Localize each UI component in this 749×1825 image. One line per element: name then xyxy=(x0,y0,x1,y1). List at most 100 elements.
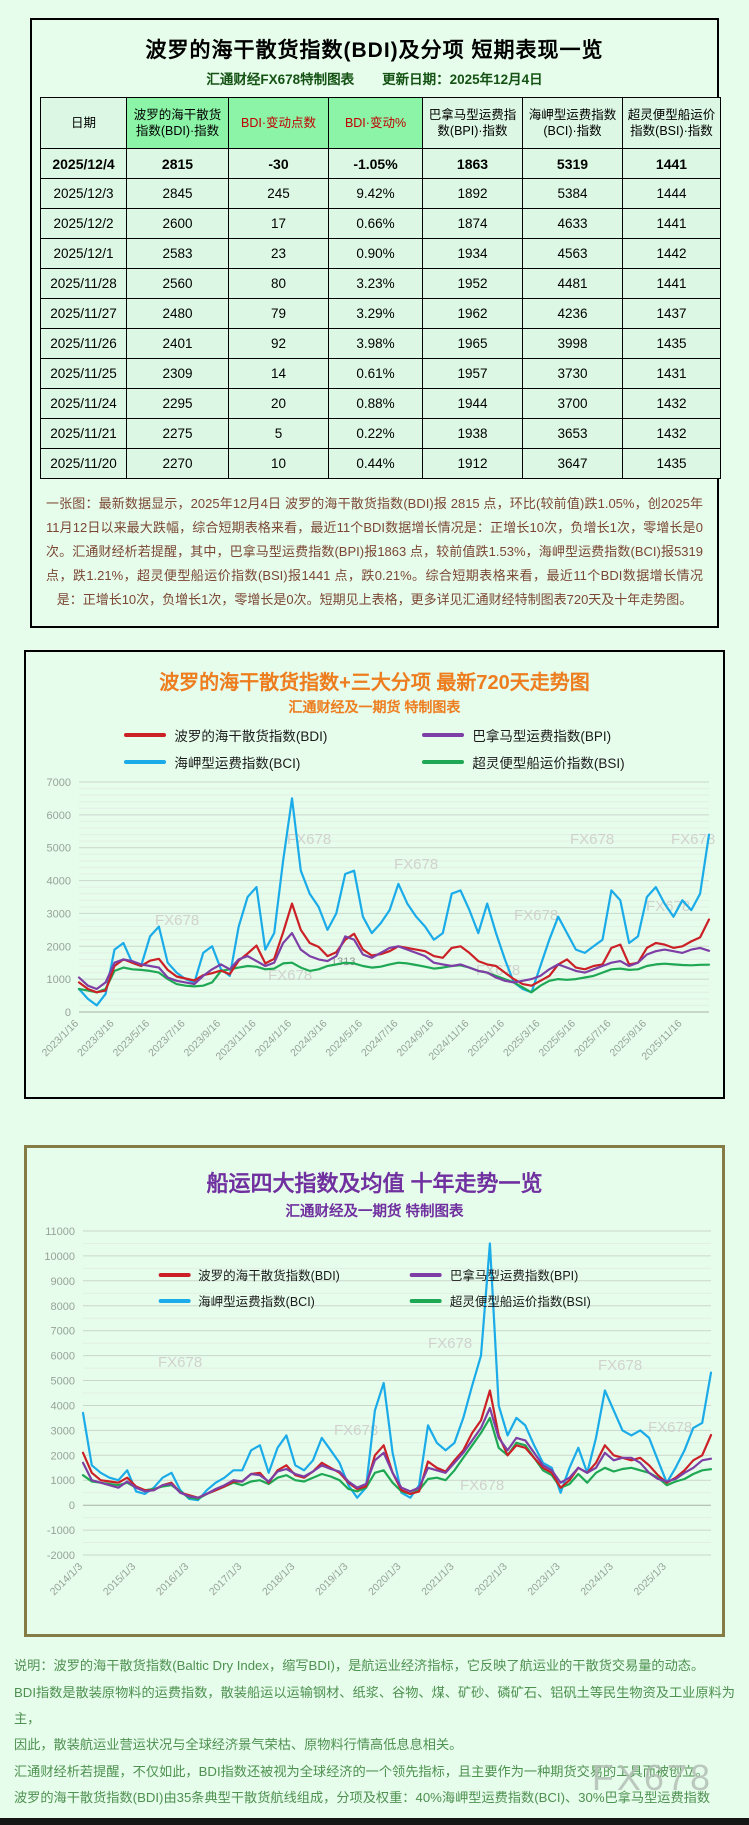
table-cell: 1431 xyxy=(622,358,721,389)
table-row: 2025/11/28 2560 80 3.23% 1952 4481 1441 xyxy=(40,268,721,299)
legend-swatch-bsi xyxy=(409,1298,442,1303)
y-axis-label: 6000 xyxy=(51,1351,75,1363)
table-row: 2025/11/27 2480 79 3.29% 1962 4236 1437 xyxy=(40,298,721,329)
table-cell: 0.22% xyxy=(328,418,423,449)
y-axis-label: 5000 xyxy=(51,1376,75,1388)
table-cell: 0.88% xyxy=(328,388,423,419)
y-axis-label: -2000 xyxy=(47,1550,75,1562)
x-axis-label: 2018/1/3 xyxy=(260,1561,297,1598)
chart-720day-panel: 波罗的海干散货指数+三大分项 最新720天走势图 汇通财经及一期货 特制图表 波… xyxy=(24,650,725,1100)
column-header: 超灵便型船运价指数(BSI)·指数 xyxy=(622,97,721,149)
table-cell: 1444 xyxy=(622,178,721,209)
x-axis-label: 2023/1/3 xyxy=(525,1561,562,1598)
table-header-row: 日期 波罗的海干散货指数(BDI)·指数 BDI·变动点数 BDI·变动% 巴拿马型运费… xyxy=(40,97,721,149)
table-cell: 2480 xyxy=(126,298,229,329)
table-cell: 1432 xyxy=(622,388,721,419)
table-cell: 2401 xyxy=(126,328,229,359)
shipping-10year-line-chart: -2000 -1000 0 1000 2000 3000 4000 5000 6000 7000 8… xyxy=(44,1226,713,1598)
legend-label: 超灵便型船运价指数(BSI) xyxy=(472,756,625,772)
y-axis-label: 5000 xyxy=(46,843,70,855)
table-cell: 1965 xyxy=(422,328,523,359)
table-cell: 1432 xyxy=(622,418,721,449)
y-axis-label: 3000 xyxy=(46,909,70,921)
chart2-title: 船运四大指数及均值 十年走势一览 xyxy=(206,1171,543,1197)
table-cell: 79 xyxy=(228,298,329,329)
chart-watermark: FX678 xyxy=(268,967,312,984)
y-axis-label: 1000 xyxy=(51,1475,75,1487)
legend-swatch-bci xyxy=(124,760,167,765)
table-cell: 14 xyxy=(228,358,329,389)
chart2-legend: 波罗的海干散货指数(BDI) 巴拿马型运费指数(BPI) 海岬型运费指数(BCI) 超… xyxy=(158,1265,591,1310)
table-cell: 3700 xyxy=(522,388,623,419)
column-header: 波罗的海干散货指数(BDI)·指数 xyxy=(126,97,229,149)
x-axis-label: 2014/1/3 xyxy=(48,1561,85,1598)
legend-swatch-bdi xyxy=(158,1272,191,1277)
table-cell: 3.98% xyxy=(328,328,423,359)
table-cell: -30 xyxy=(228,148,329,179)
legend-label: 波罗的海干散货指数(BDI) xyxy=(174,729,328,745)
y-axis-label: 4000 xyxy=(51,1401,75,1413)
chart-watermark: FX678 xyxy=(646,898,690,915)
table-cell: 10 xyxy=(228,448,329,479)
table-cell: 2583 xyxy=(126,238,229,269)
legend-item-bpi: 巴拿马型运费指数(BPI) xyxy=(422,725,624,745)
table-cell: 1962 xyxy=(422,298,523,329)
legend-swatch-bsi xyxy=(422,760,465,765)
x-axis-label: 2025/5/16 xyxy=(536,1018,578,1060)
chart-watermark: FX678 xyxy=(334,1422,378,1439)
x-axis-label: 2023/1/16 xyxy=(39,1018,81,1060)
table-cell: 245 xyxy=(228,178,329,209)
series-bpi xyxy=(77,932,710,991)
table-cell: 2025/12/3 xyxy=(40,178,127,209)
table-cell: 2025/12/4 xyxy=(40,148,127,179)
table-cell: 2025/11/25 xyxy=(40,358,127,389)
table-cell: 2025/11/21 xyxy=(40,418,127,449)
table-cell: 2295 xyxy=(126,388,229,419)
legend-swatch-bpi xyxy=(422,733,465,738)
table-cell: 1892 xyxy=(422,178,523,209)
table-cell: 20 xyxy=(228,388,329,419)
legend-label: 海岬型运费指数(BCI) xyxy=(174,756,301,772)
x-axis-label: 2023/3/16 xyxy=(75,1018,117,1060)
table-cell: 1912 xyxy=(422,448,523,479)
legend-swatch-bci xyxy=(158,1298,191,1303)
y-axis-label: 2000 xyxy=(46,942,70,954)
table-cell: 0.90% xyxy=(328,238,423,269)
x-axis-label: 2020/1/3 xyxy=(366,1561,403,1598)
table-row: 2025/11/26 2401 92 3.98% 1965 3998 1435 xyxy=(40,328,721,359)
table-cell: 2025/11/28 xyxy=(40,268,127,299)
table-cell: 1952 xyxy=(422,268,523,299)
table-cell: 2270 xyxy=(126,448,229,479)
legend-swatch-bdi xyxy=(124,733,167,738)
y-axis-label: -1000 xyxy=(47,1525,75,1537)
table-cell: 9.42% xyxy=(328,178,423,209)
legend-label: 波罗的海干散货指数(BDI) xyxy=(198,1269,340,1284)
table-cell: 2600 xyxy=(126,208,229,239)
chart-watermark: FX678 xyxy=(570,831,614,848)
series-bpi xyxy=(81,1407,713,1500)
table-cell: 1435 xyxy=(622,328,721,359)
legend-label: 超灵便型船运价指数(BSI) xyxy=(449,1295,591,1310)
chart1-title: 波罗的海干散货指数+三大分项 最新720天走势图 xyxy=(159,672,590,695)
table-cell: 5 xyxy=(228,418,329,449)
table-row: 2025/12/2 2600 17 0.66% 1874 4633 1441 xyxy=(40,208,721,239)
y-axis-label: 7000 xyxy=(51,1326,75,1338)
table-cell: 1442 xyxy=(622,238,721,269)
note-line: 汇通财经析若提醒，不仅如此，BDI指数还被视为全球经济的一个领先指标，且主要作为… xyxy=(14,1763,709,1779)
legend-item-bsi: 超灵便型船运价指数(BSI) xyxy=(422,752,625,772)
chart-watermark: FX678 xyxy=(648,1419,692,1436)
table-cell: 23 xyxy=(228,238,329,269)
x-axis-label: 2019/1/3 xyxy=(313,1561,350,1598)
table-cell: 4563 xyxy=(522,238,623,269)
bdi-720day-line-chart: 010002000300040005000600070002023/1/1620… xyxy=(39,777,715,1063)
legend-item-bdi: 波罗的海干散货指数(BDI) xyxy=(158,1265,340,1284)
x-axis-label: 2024/5/16 xyxy=(323,1018,365,1060)
legend-item-bpi: 巴拿马型运费指数(BPI) xyxy=(409,1265,591,1284)
table-cell: 1874 xyxy=(422,208,523,239)
table-cell: 1944 xyxy=(422,388,523,419)
chart-watermark: FX678 xyxy=(598,1357,642,1374)
table-cell: 4481 xyxy=(522,268,623,299)
x-axis-label: 2025/7/16 xyxy=(572,1018,614,1060)
chart-10year-panel: 船运四大指数及均值 十年走势一览 汇通财经及一期货 特制图表 波罗的海干散货指数… xyxy=(24,1145,725,1638)
